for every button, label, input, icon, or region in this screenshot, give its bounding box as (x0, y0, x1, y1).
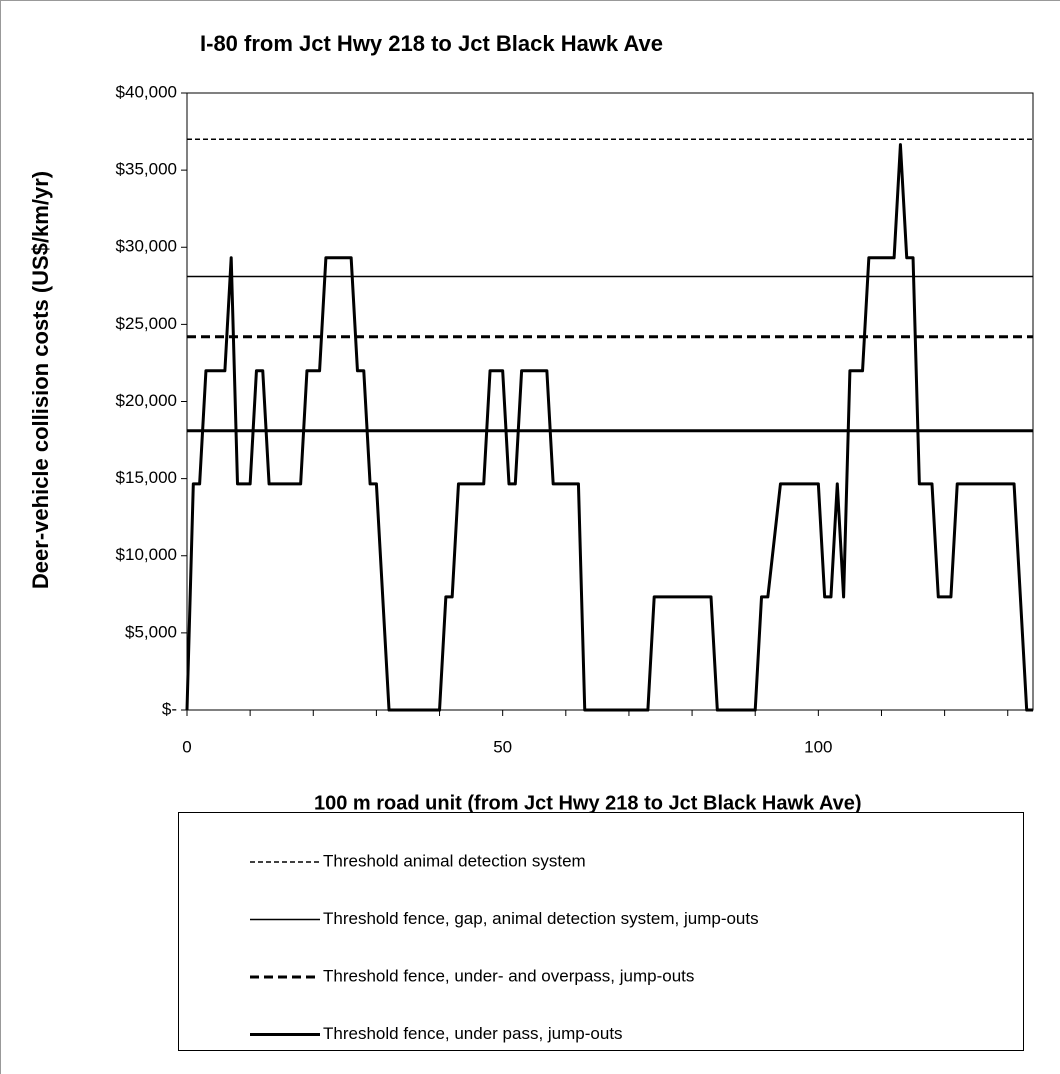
legend-label: Threshold fence, gap, animal detection s… (323, 909, 759, 928)
x-axis-label: 100 m road unit (from Jct Hwy 218 to Jct… (314, 792, 862, 814)
y-tick-label: $10,000 (116, 545, 177, 564)
legend-label: Threshold fence, under- and overpass, ju… (323, 966, 694, 985)
y-tick-label: $20,000 (116, 391, 177, 410)
y-tick-label: $35,000 (116, 160, 177, 179)
chart-title: I-80 from Jct Hwy 218 to Jct Black Hawk … (200, 31, 663, 56)
legend-label: Threshold animal detection system (323, 851, 586, 870)
legend-label: Threshold fence, under pass, jump-outs (323, 1024, 623, 1043)
legend (178, 812, 1024, 1051)
y-tick-label: $5,000 (125, 622, 177, 641)
y-tick-label: $30,000 (116, 237, 177, 256)
y-tick-label: $15,000 (116, 468, 177, 487)
data-line (185, 143, 1033, 712)
x-tick-label: 100 (804, 737, 832, 756)
x-tick-label: 50 (493, 737, 512, 756)
x-tick-label: 0 (182, 737, 191, 756)
y-tick-label: $25,000 (116, 314, 177, 333)
y-tick-label: $- (162, 699, 177, 718)
y-axis-label: Deer-vehicle collision costs (US$/km/yr) (28, 171, 53, 589)
plot-area (186, 92, 1034, 711)
y-tick-label: $40,000 (116, 82, 177, 101)
